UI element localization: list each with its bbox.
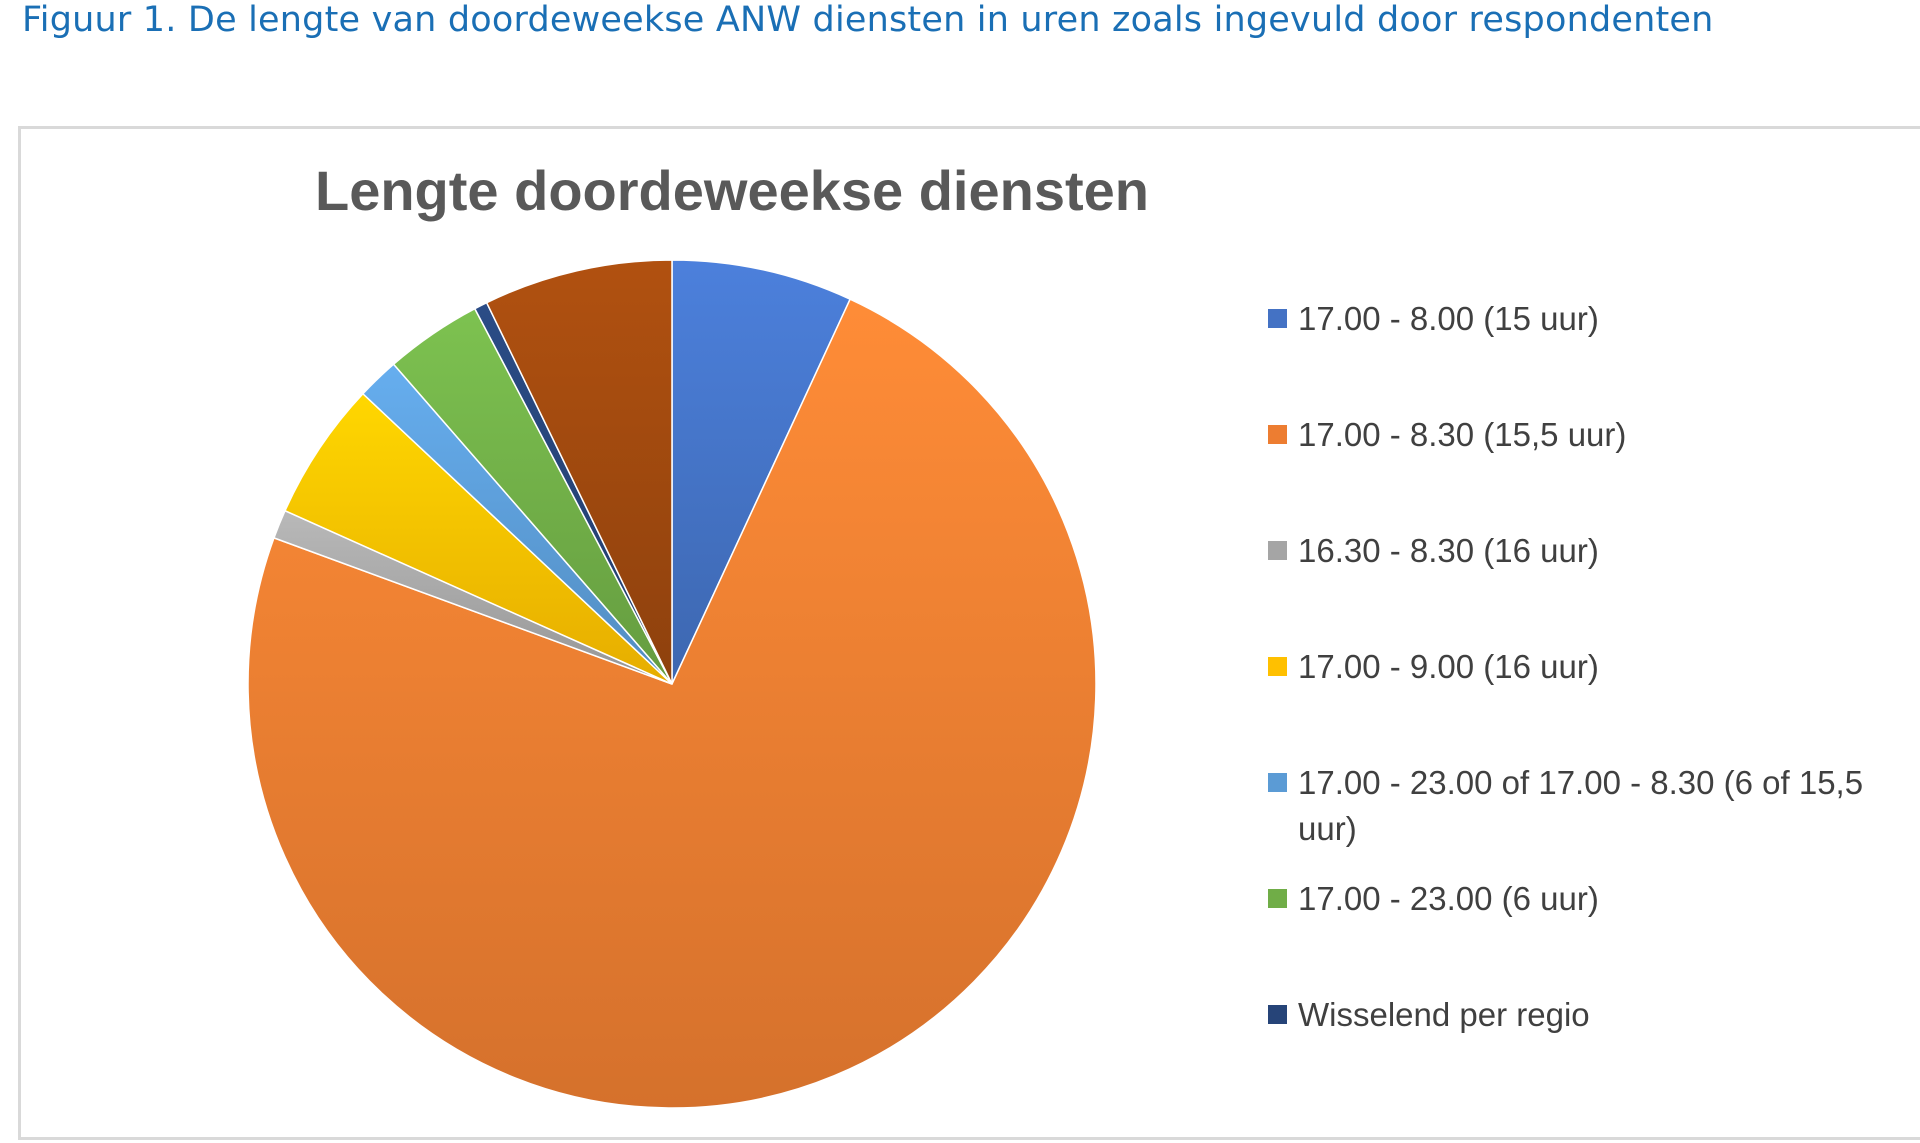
legend-label: Wisselend per regio: [1298, 996, 1590, 1033]
legend-swatch: [1268, 425, 1287, 444]
legend-swatch: [1268, 773, 1287, 792]
legend-label: 17.00 - 23.00 (6 uur): [1298, 880, 1599, 917]
pie-slice-1: [247, 298, 1097, 1109]
legend-item: 17.00 - 23.00 of 17.00 - 8.30 (6 of 15,5…: [1268, 760, 1908, 852]
pie-slice-0: [671, 259, 852, 685]
legend-item: Wisselend per regio: [1268, 992, 1908, 1038]
legend-swatch: [1268, 1005, 1287, 1024]
legend-swatch: [1268, 889, 1287, 908]
figure-caption: Figuur 1. De lengte van doordeweekse ANW…: [22, 0, 1714, 40]
legend-item: 17.00 - 8.00 (15 uur): [1268, 296, 1908, 342]
pie-slice-7: [485, 259, 673, 685]
legend-swatch: [1268, 657, 1287, 676]
legend-swatch: [1268, 541, 1287, 560]
pie-slice-3: [284, 392, 673, 685]
chart-title: Lengte doordeweekse diensten: [315, 159, 1149, 222]
legend-label: 17.00 - 9.00 (16 uur): [1298, 648, 1599, 685]
legend-item: 16.30 - 8.30 (16 uur): [1268, 528, 1908, 574]
legend-item: 17.00 - 8.30 (15,5 uur): [1268, 412, 1908, 458]
legend-item: 17.00 - 23.00 (6 uur): [1268, 876, 1908, 922]
legend-swatch: [1268, 309, 1287, 328]
legend-label: 17.00 - 8.00 (15 uur): [1298, 300, 1599, 337]
legend-label: 17.00 - 8.30 (15,5 uur): [1298, 416, 1627, 453]
legend-label: 16.30 - 8.30 (16 uur): [1298, 532, 1599, 569]
legend-label: 17.00 - 23.00 of 17.00 - 8.30 (6 of 15,5…: [1298, 764, 1864, 847]
legend-item: 17.00 - 9.00 (16 uur): [1268, 644, 1908, 690]
